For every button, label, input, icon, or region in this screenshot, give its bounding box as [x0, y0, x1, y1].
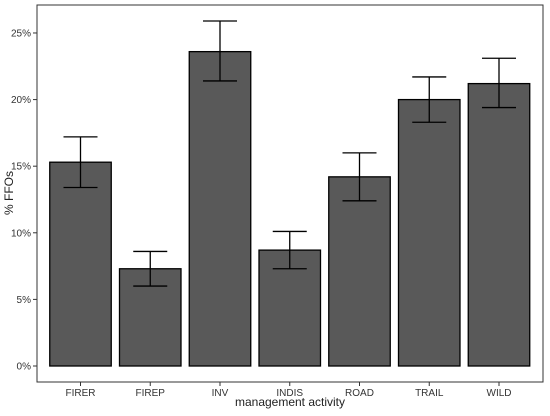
y-tick-label: 25% [11, 28, 31, 39]
bar-firer [49, 161, 112, 367]
y-tick-label: 20% [11, 95, 31, 106]
bar-road [328, 176, 391, 367]
bars [49, 50, 531, 367]
x-tick-label: ROAD [345, 388, 374, 399]
x-axis-title: management activity [235, 395, 345, 409]
y-tick-label: 15% [11, 162, 31, 173]
bar-indis [258, 249, 322, 367]
bar-trail [397, 98, 461, 367]
x-axis: FIRER FIREP INV INDIS ROAD TRAIL WILD [66, 382, 512, 399]
x-tick-label: FIRER [66, 388, 96, 399]
y-tick-label: 0% [17, 362, 32, 373]
y-tick-label: 5% [17, 295, 32, 306]
bar-wild [467, 82, 531, 367]
y-axis: 0% 5% 10% 15% 20% 25% [11, 28, 37, 373]
y-axis-title: % FFOs [2, 171, 16, 215]
y-tick-label: 10% [11, 228, 31, 239]
bar-inv [188, 50, 252, 367]
x-tick-label: WILD [487, 388, 512, 399]
x-tick-label: TRAIL [415, 388, 444, 399]
x-tick-label: INV [212, 388, 229, 399]
x-tick-label: INDIS [276, 388, 303, 399]
error-bars [63, 20, 516, 287]
x-tick-label: FIREP [136, 388, 166, 399]
